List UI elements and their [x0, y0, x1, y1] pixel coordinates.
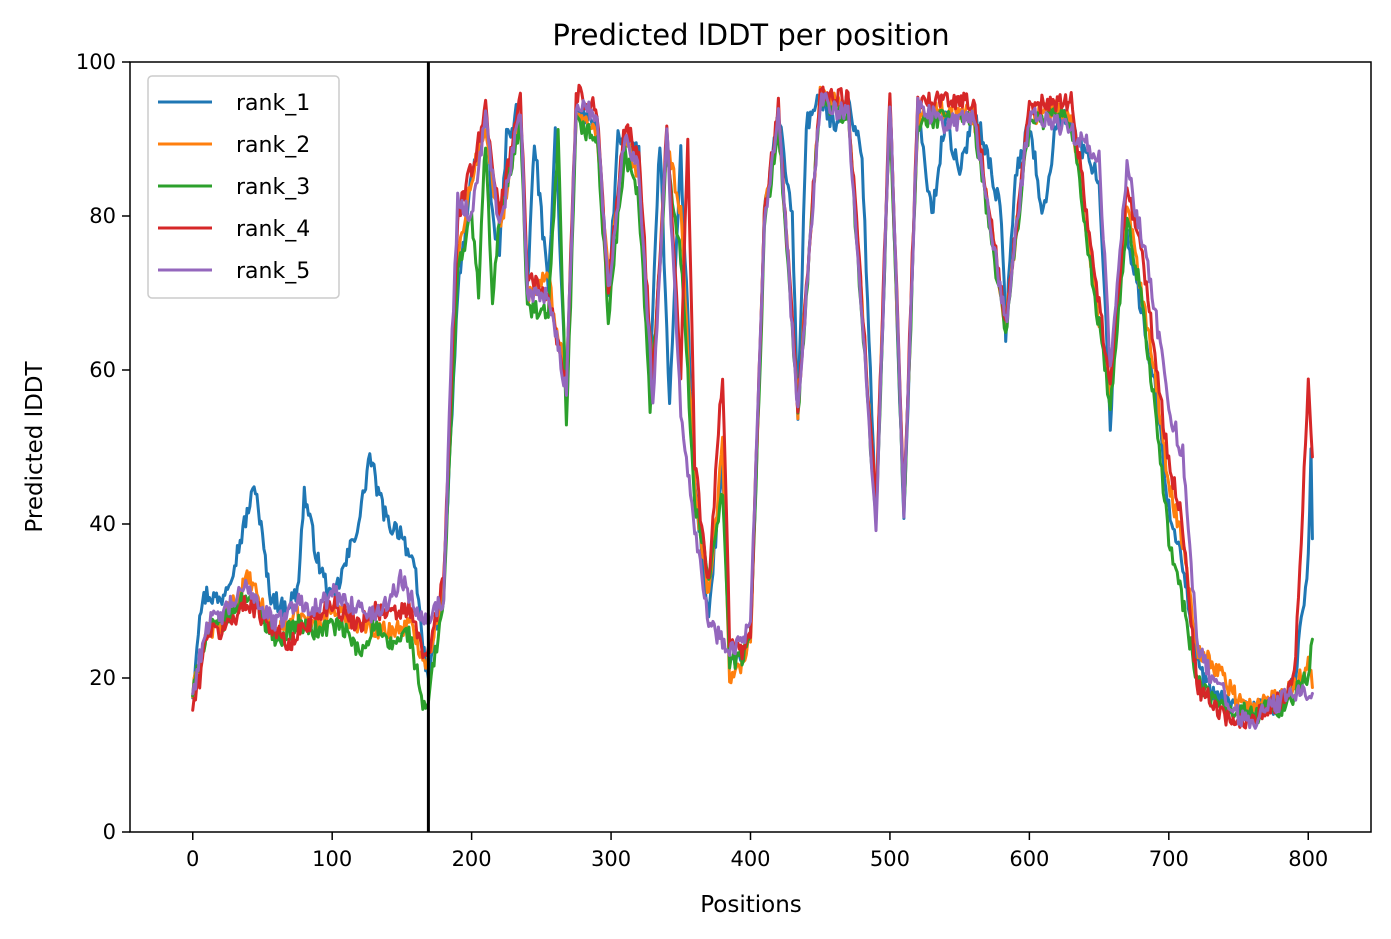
legend-label-rank_1: rank_1	[236, 91, 310, 116]
x-tick-label: 100	[312, 847, 352, 871]
plot-area: 0 100 200 300 400 500 600 700 800 0 20 40 60 80 100	[76, 50, 1372, 871]
y-tick-label: 20	[89, 666, 116, 690]
legend: rank_1 rank_2 rank_3 rank_4 rank_5	[147, 75, 340, 299]
x-axis-label: Positions	[700, 892, 802, 918]
y-axis: 0 20 40 60 80 100	[76, 50, 130, 844]
y-tick-label: 100	[76, 50, 116, 74]
x-tick-label: 500	[870, 847, 910, 871]
y-tick-label: 40	[89, 512, 116, 536]
x-tick-label: 200	[452, 847, 492, 871]
x-axis: 0 100 200 300 400 500 600 700 800	[186, 832, 1328, 871]
legend-label-rank_4: rank_4	[236, 217, 310, 242]
x-tick-label: 400	[730, 847, 770, 871]
chart-title: Predicted lDDT per position	[552, 18, 949, 52]
legend-label-rank_2: rank_2	[236, 133, 310, 158]
y-tick-label: 0	[103, 820, 116, 844]
series-line-rank_5	[191, 92, 1314, 730]
y-tick-label: 60	[89, 358, 116, 382]
y-axis-label: Predicted lDDT	[22, 360, 48, 532]
x-tick-label: 0	[186, 847, 199, 871]
y-tick-label: 80	[89, 204, 116, 228]
x-tick-label: 700	[1149, 847, 1189, 871]
x-tick-label: 300	[591, 847, 631, 871]
x-tick-label: 800	[1288, 847, 1328, 871]
series-layer	[191, 83, 1314, 730]
legend-label-rank_3: rank_3	[236, 175, 310, 200]
legend-box	[147, 75, 340, 299]
x-tick-label: 600	[1009, 847, 1049, 871]
legend-label-rank_5: rank_5	[236, 259, 310, 284]
